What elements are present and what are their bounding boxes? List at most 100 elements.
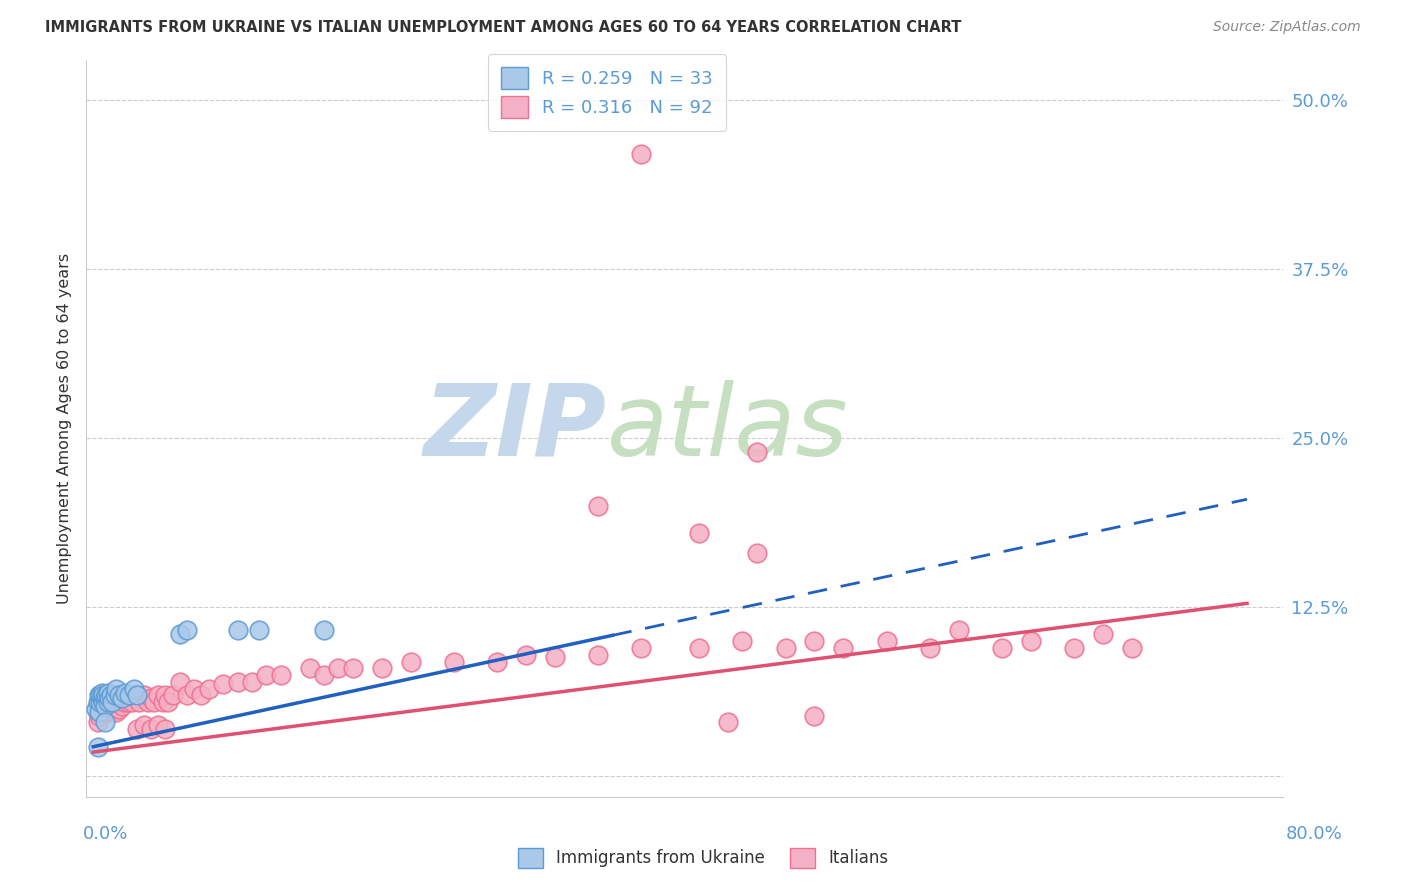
Point <box>98 695 121 709</box>
Legend: Immigrants from Ukraine, Italians: Immigrants from Ukraine, Italians <box>510 841 896 875</box>
Point <box>745 546 768 560</box>
Point <box>118 691 141 706</box>
Point <box>87 708 110 723</box>
Text: Source: ZipAtlas.com: Source: ZipAtlas.com <box>1213 20 1361 34</box>
Point <box>298 661 321 675</box>
Point <box>132 689 155 703</box>
Point <box>630 640 652 655</box>
Y-axis label: Unemployment Among Ages 60 to 64 years: Unemployment Among Ages 60 to 64 years <box>58 252 72 604</box>
Point <box>139 722 162 736</box>
Point <box>97 702 120 716</box>
Point <box>370 661 392 675</box>
Point <box>87 705 110 719</box>
Point <box>486 655 509 669</box>
Point <box>103 699 125 714</box>
Point <box>96 695 118 709</box>
Point <box>803 708 825 723</box>
Point <box>162 689 184 703</box>
Point <box>832 640 855 655</box>
Point <box>100 691 122 706</box>
Point <box>132 718 155 732</box>
Point <box>94 691 117 706</box>
Point <box>312 624 335 638</box>
Point <box>90 685 112 699</box>
Point <box>918 640 941 655</box>
Point <box>86 715 108 730</box>
Point <box>90 691 112 706</box>
Point <box>101 695 124 709</box>
Point <box>152 695 174 709</box>
Point <box>111 699 134 714</box>
Point <box>93 695 115 709</box>
Point <box>948 624 970 638</box>
Point <box>1019 634 1042 648</box>
Point <box>803 634 825 648</box>
Point <box>112 695 135 709</box>
Point <box>89 689 111 703</box>
Point <box>96 689 118 703</box>
Text: 80.0%: 80.0% <box>1286 825 1343 843</box>
Point <box>544 650 567 665</box>
Point <box>270 668 292 682</box>
Point <box>107 695 129 709</box>
Point <box>399 655 422 669</box>
Point <box>101 705 124 719</box>
Point <box>110 695 132 709</box>
Point <box>128 695 150 709</box>
Point <box>1121 640 1143 655</box>
Point <box>96 705 118 719</box>
Point <box>328 661 350 675</box>
Point <box>775 640 797 655</box>
Point <box>94 702 117 716</box>
Text: ZIP: ZIP <box>423 380 607 477</box>
Point <box>121 695 143 709</box>
Point <box>108 702 131 716</box>
Point <box>122 689 145 703</box>
Point <box>176 624 198 638</box>
Point <box>247 624 270 638</box>
Point <box>226 624 249 638</box>
Text: IMMIGRANTS FROM UKRAINE VS ITALIAN UNEMPLOYMENT AMONG AGES 60 TO 64 YEARS CORREL: IMMIGRANTS FROM UKRAINE VS ITALIAN UNEMP… <box>45 20 962 35</box>
Point <box>100 702 122 716</box>
Point <box>104 702 127 716</box>
Point <box>100 689 122 703</box>
Point <box>94 699 117 714</box>
Point <box>117 695 139 709</box>
Point <box>515 648 537 662</box>
Point <box>342 661 364 675</box>
Point <box>122 681 145 696</box>
Point <box>136 695 159 709</box>
Point <box>105 705 128 719</box>
Point <box>108 689 131 703</box>
Point <box>97 695 120 709</box>
Text: 0.0%: 0.0% <box>83 825 128 843</box>
Point <box>104 691 127 706</box>
Point <box>688 526 710 541</box>
Point <box>125 722 148 736</box>
Point <box>114 691 136 706</box>
Point <box>89 695 111 709</box>
Point <box>93 689 115 703</box>
Point <box>876 634 898 648</box>
Point <box>94 715 117 730</box>
Point <box>125 689 148 703</box>
Point <box>1063 640 1085 655</box>
Point <box>169 627 191 641</box>
Point <box>118 689 141 703</box>
Point <box>139 691 162 706</box>
Point <box>1091 627 1114 641</box>
Point <box>114 685 136 699</box>
Point <box>90 702 112 716</box>
Point <box>98 691 121 706</box>
Point <box>111 691 134 706</box>
Point <box>586 648 609 662</box>
Point <box>176 689 198 703</box>
Point <box>90 691 112 706</box>
Point <box>155 689 177 703</box>
Point <box>125 691 148 706</box>
Point <box>991 640 1014 655</box>
Point <box>86 739 108 754</box>
Point <box>183 681 205 696</box>
Point <box>717 715 740 730</box>
Point <box>84 702 107 716</box>
